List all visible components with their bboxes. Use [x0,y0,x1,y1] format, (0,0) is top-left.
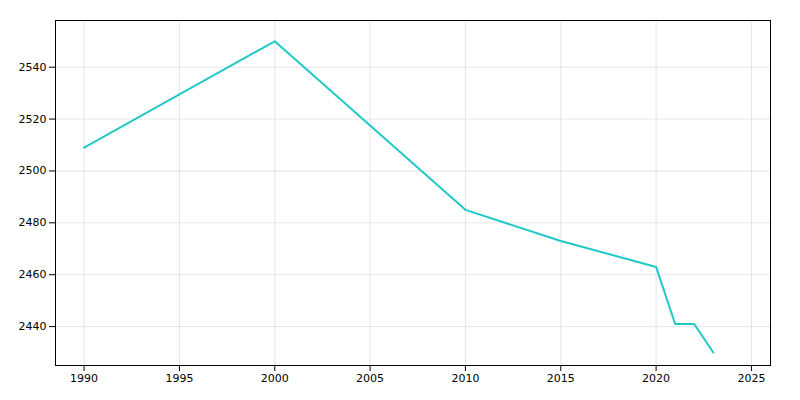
svg-text:1995: 1995 [165,372,193,385]
svg-text:2005: 2005 [356,372,384,385]
svg-text:2020: 2020 [642,372,670,385]
svg-text:1990: 1990 [70,372,98,385]
svg-text:2540: 2540 [19,61,47,74]
svg-text:2460: 2460 [19,268,47,281]
svg-text:2480: 2480 [19,216,47,229]
svg-text:2015: 2015 [547,372,575,385]
svg-text:2025: 2025 [737,372,765,385]
svg-text:2000: 2000 [261,372,289,385]
svg-text:2440: 2440 [19,320,47,333]
svg-text:2010: 2010 [451,372,479,385]
svg-text:2520: 2520 [19,113,47,126]
svg-text:2500: 2500 [19,164,47,177]
